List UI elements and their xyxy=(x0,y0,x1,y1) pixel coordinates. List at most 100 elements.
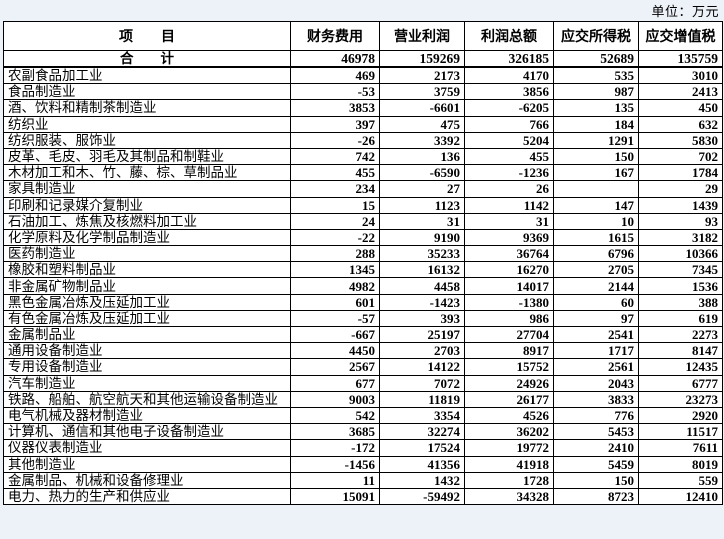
table-row: 石油加工、炼焦及核燃料加工业 24 31 31 10 93 xyxy=(3,212,723,230)
row-value: 4526 xyxy=(464,406,554,425)
row-value: 23273 xyxy=(638,390,723,408)
row-value: 776 xyxy=(553,406,639,425)
row-value: -6205 xyxy=(464,99,554,117)
row-value: 1142 xyxy=(464,196,554,214)
table-row: 木材加工和木、竹、藤、棕、草制品业 455 -6590 -1236 167 1784 xyxy=(3,164,723,182)
row-value: -57 xyxy=(290,309,380,328)
row-value: 32274 xyxy=(379,423,465,441)
table-row: 其他制造业 -1456 41356 41918 5459 8019 xyxy=(3,455,723,473)
row-value: 2567 xyxy=(290,358,380,376)
row-value: 41918 xyxy=(464,455,554,473)
row-value: 27 xyxy=(379,180,465,198)
row-label: 其他制造业 xyxy=(3,455,291,473)
row-value: 234 xyxy=(290,180,380,198)
row-value: 3856 xyxy=(464,83,554,101)
row-value: -1380 xyxy=(464,293,554,311)
row-value: 35233 xyxy=(379,245,465,263)
row-label: 仪器仪表制造业 xyxy=(3,439,291,457)
row-value: 24 xyxy=(290,212,380,230)
column-header-income-tax: 应交所得税 xyxy=(553,21,639,51)
table-row: 食品制造业 -53 3759 3856 987 2413 xyxy=(3,83,723,101)
row-value: 1536 xyxy=(638,277,723,295)
row-value: 10366 xyxy=(638,245,723,263)
row-value: 601 xyxy=(290,293,380,311)
row-value: 11 xyxy=(290,471,380,489)
row-value: 150 xyxy=(553,471,639,489)
total-row-value: 326185 xyxy=(464,50,554,68)
row-label: 电力、热力的生产和供应业 xyxy=(3,487,291,506)
row-value: 986 xyxy=(464,309,554,328)
row-value: 19772 xyxy=(464,439,554,457)
column-header-vat: 应交增值税 xyxy=(638,21,723,51)
row-value: 5830 xyxy=(638,131,723,149)
row-label: 纺织服装、服饰业 xyxy=(3,131,291,149)
row-value: 2410 xyxy=(553,439,639,457)
row-value: 60 xyxy=(553,293,639,311)
table-row: 橡胶和塑料制品业 1345 16132 16270 2705 7345 xyxy=(3,261,723,279)
table-row: 纺织业 397 475 766 184 632 xyxy=(3,115,723,133)
table-row: 纺织服装、服饰业 -26 3392 5204 1291 5830 xyxy=(3,131,723,149)
row-label: 石油加工、炼焦及核燃料加工业 xyxy=(3,212,291,230)
row-value: 34328 xyxy=(464,487,554,506)
row-value: 2413 xyxy=(638,83,723,101)
row-value: 4982 xyxy=(290,277,380,295)
table-row: 有色金属冶炼及压延加工业 -57 393 986 97 619 xyxy=(3,309,723,328)
row-label: 农副食品加工业 xyxy=(3,66,291,85)
row-label: 印刷和记录媒介复制业 xyxy=(3,196,291,214)
row-value: 41356 xyxy=(379,455,465,473)
row-value: 36202 xyxy=(464,423,554,441)
table-row: 化学原料及化学制品制造业 -22 9190 9369 1615 3182 xyxy=(3,228,723,247)
table-row: 电力、热力的生产和供应业 15091 -59492 34328 8723 12410 xyxy=(3,487,723,506)
row-value: 3392 xyxy=(379,131,465,149)
row-label: 化学原料及化学制品制造业 xyxy=(3,228,291,247)
row-value: 4458 xyxy=(379,277,465,295)
row-value: 3759 xyxy=(379,83,465,101)
row-value: 184 xyxy=(553,115,639,133)
row-label: 食品制造业 xyxy=(3,83,291,101)
row-value: 24926 xyxy=(464,374,554,392)
row-value: 1123 xyxy=(379,196,465,214)
row-label: 汽车制造业 xyxy=(3,374,291,392)
row-label: 医药制造业 xyxy=(3,245,291,263)
row-value: 1439 xyxy=(638,196,723,214)
row-value: 93 xyxy=(638,212,723,230)
row-value: 3833 xyxy=(553,390,639,408)
row-value: 2144 xyxy=(553,277,639,295)
column-header-operating-profit: 营业利润 xyxy=(379,21,465,51)
row-value: -1423 xyxy=(379,293,465,311)
row-value: 11517 xyxy=(638,423,723,441)
row-value: -53 xyxy=(290,83,380,101)
row-label: 计算机、通信和其他电子设备制造业 xyxy=(3,423,291,441)
row-value: 2273 xyxy=(638,325,723,344)
table-row: 电气机械及器材制造业 542 3354 4526 776 2920 xyxy=(3,406,723,425)
total-row: 合 计 46978 159269 326185 52689 135759 xyxy=(3,50,723,68)
row-label: 黑色金属冶炼及压延加工业 xyxy=(3,293,291,311)
row-value: -6590 xyxy=(379,164,465,182)
table-row: 铁路、船舶、航空航天和其他运输设备制造业 9003 11819 26177 3833 23… xyxy=(3,390,723,408)
row-value: 1291 xyxy=(553,131,639,149)
row-label: 金属制品、机械和设备修理业 xyxy=(3,471,291,489)
table-row: 金属制品业 -667 25197 27704 2541 2273 xyxy=(3,325,723,344)
total-row-value: 135759 xyxy=(638,50,723,68)
table-row: 医药制造业 288 35233 36764 6796 10366 xyxy=(3,245,723,263)
row-value: 135 xyxy=(553,99,639,117)
table-row: 非金属矿物制品业 4982 4458 14017 2144 1536 xyxy=(3,277,723,295)
row-label: 铁路、船舶、航空航天和其他运输设备制造业 xyxy=(3,390,291,408)
row-value: 397 xyxy=(290,115,380,133)
row-value: 2173 xyxy=(379,66,465,85)
row-value: 535 xyxy=(553,66,639,85)
table-body: 农副食品加工业 469 2173 4170 535 3010 食品制造业 -53 3759 385… xyxy=(3,66,723,506)
row-value: 542 xyxy=(290,406,380,425)
row-value: 8147 xyxy=(638,342,723,360)
row-value: 11819 xyxy=(379,390,465,408)
row-value: 1728 xyxy=(464,471,554,489)
table-row: 酒、饮料和精制茶制造业 3853 -6601 -6205 135 450 xyxy=(3,99,723,117)
row-value: 2043 xyxy=(553,374,639,392)
row-value: 31 xyxy=(464,212,554,230)
row-value: 559 xyxy=(638,471,723,489)
row-value: 150 xyxy=(553,147,639,166)
row-label: 金属制品业 xyxy=(3,325,291,344)
row-value: 2541 xyxy=(553,325,639,344)
row-value: 15 xyxy=(290,196,380,214)
row-value: 12410 xyxy=(638,487,723,506)
